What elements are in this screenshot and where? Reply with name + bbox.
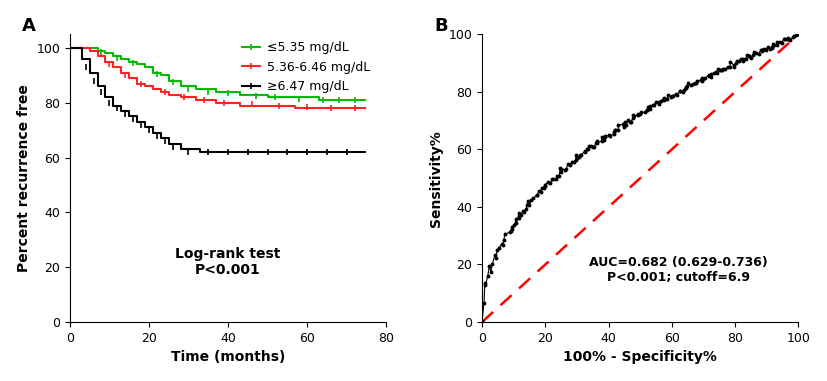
Y-axis label: Sensitivity%: Sensitivity% — [429, 130, 443, 227]
Text: B: B — [435, 17, 448, 35]
Y-axis label: Percent recurrence free: Percent recurrence free — [17, 84, 31, 272]
Legend: ≤5.35 mg/dL, 5.36-6.46 mg/dL, ≥6.47 mg/dL: ≤5.35 mg/dL, 5.36-6.46 mg/dL, ≥6.47 mg/d… — [238, 38, 374, 97]
Text: Log-rank test
P<0.001: Log-rank test P<0.001 — [175, 247, 280, 277]
Text: A: A — [22, 17, 36, 35]
X-axis label: Time (months): Time (months) — [171, 351, 285, 364]
Text: AUC=0.682 (0.629-0.736)
P<0.001; cutoff=6.9: AUC=0.682 (0.629-0.736) P<0.001; cutoff=… — [589, 256, 767, 284]
X-axis label: 100% - Specificity%: 100% - Specificity% — [563, 351, 717, 364]
